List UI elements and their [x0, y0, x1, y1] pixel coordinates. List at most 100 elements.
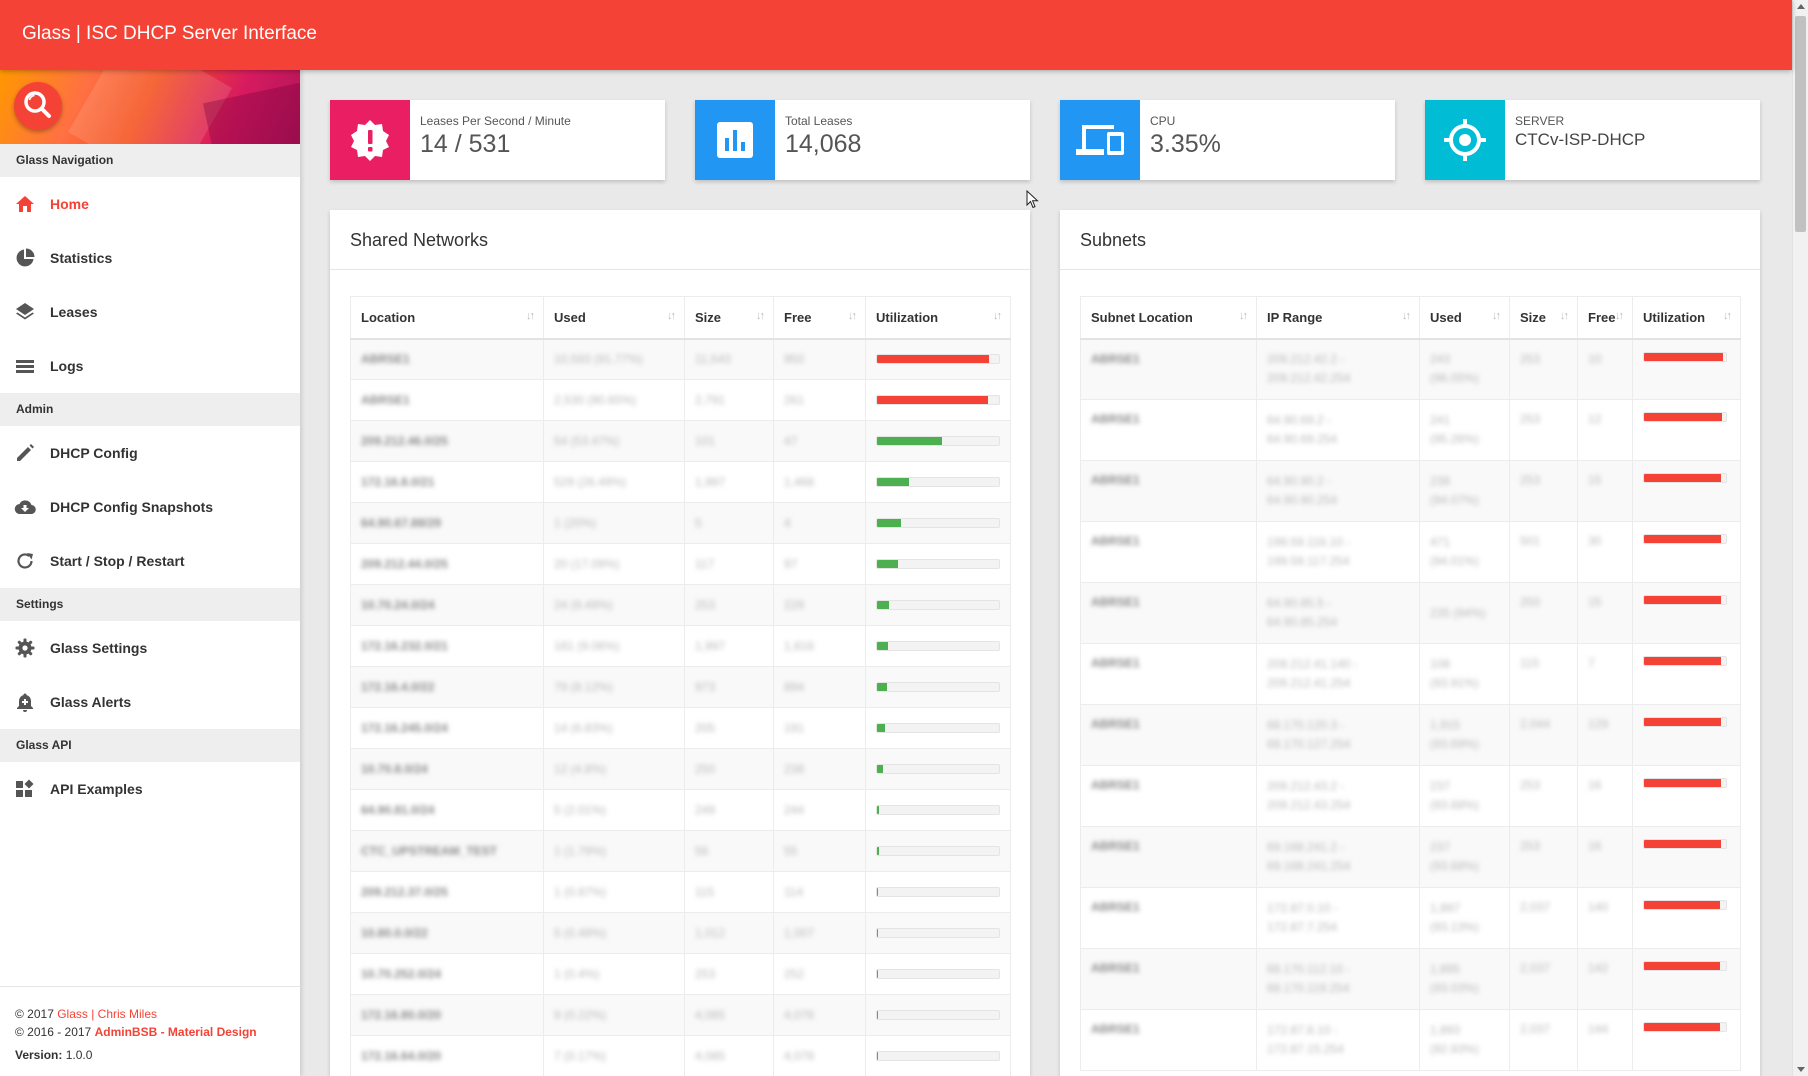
glass-author-link[interactable]: Glass | Chris Miles: [57, 1007, 158, 1021]
table-row[interactable]: 10.70.8.0/24 12 (4.8%) 250 238: [350, 748, 1011, 790]
sort-icon[interactable]: ↓↑: [1615, 310, 1624, 322]
table-row[interactable]: ABRSE1 209.212.41.140 - 209.212.41.254 108 (…: [1080, 643, 1741, 705]
utilization-bar-fill: [877, 519, 902, 527]
free-cell-value: 97: [784, 557, 798, 571]
scroll-up-arrow[interactable]: [1797, 4, 1805, 9]
table-row[interactable]: 10.70.24.0/24 24 (9.49%) 253 229: [350, 584, 1011, 626]
column-header[interactable]: Subnet Location ↓↑: [1080, 296, 1257, 340]
free-cell-value: 261: [784, 393, 805, 407]
free-cell-value: 238: [784, 762, 805, 776]
table-row[interactable]: 172.16.64.0/20 7 (0.17%) 4,085 4,078: [350, 1035, 1011, 1076]
utilization-bar: [1643, 961, 1727, 971]
sort-icon[interactable]: ↓↑: [667, 310, 676, 322]
column-header[interactable]: IP Range ↓↑: [1256, 296, 1420, 340]
table-row[interactable]: ABRSE1 64.90.69.2 - 64.90.69.254 241 (95.26%…: [1080, 399, 1741, 461]
table-row[interactable]: ABRSE1 209.212.42.2 - 209.212.42.254 243 (96…: [1080, 338, 1741, 400]
sidebar-item-home[interactable]: Home: [0, 177, 300, 231]
sidebar-item-logs[interactable]: Logs: [0, 339, 300, 393]
used-cell-line-1: 1,897: [1430, 901, 1461, 915]
sort-icon[interactable]: ↓↑: [848, 310, 857, 322]
column-header-label: Subnet Location: [1091, 309, 1193, 325]
stat-label: SERVER: [1515, 114, 1565, 128]
size-cell-value: 253: [695, 598, 716, 612]
free-cell-value: 1,468: [784, 475, 815, 489]
search-logo-icon[interactable]: [14, 82, 62, 130]
scroll-down-arrow[interactable]: [1797, 1067, 1805, 1072]
sort-icon[interactable]: ↓↑: [526, 310, 535, 322]
sidebar-item-start-stop-restart[interactable]: Start / Stop / Restart: [0, 534, 300, 588]
column-header[interactable]: Utilization ↓↑: [865, 296, 1011, 340]
column-header[interactable]: Size ↓↑: [1509, 296, 1578, 340]
size-cell-value: 253: [1520, 412, 1541, 426]
column-header[interactable]: Used ↓↑: [543, 296, 685, 340]
sort-icon[interactable]: ↓↑: [1239, 310, 1248, 322]
table-row[interactable]: 10.70.252.0/24 1 (0.4%) 253 252: [350, 953, 1011, 995]
sidebar-item-statistics[interactable]: Statistics: [0, 231, 300, 285]
sort-icon[interactable]: ↓↑: [1492, 310, 1501, 322]
adminbsb-link[interactable]: AdminBSB - Material Design: [94, 1025, 257, 1039]
sidebar-item-api-examples[interactable]: API Examples: [0, 762, 300, 816]
table-row[interactable]: 64.90.81.0/24 5 (2.01%) 249 244: [350, 789, 1011, 831]
free-cell-value: 252: [784, 967, 805, 981]
subnets-card: Subnets Subnet Location ↓↑ IP Range ↓↑ Used ↓…: [1060, 210, 1760, 1076]
table-row[interactable]: 172.16.80.0/20 9 (0.22%) 4,085 4,076: [350, 994, 1011, 1036]
free-cell: 16: [1577, 765, 1633, 827]
table-row[interactable]: 10.80.0.0/22 5 (0.49%) 1,012 1,007: [350, 912, 1011, 954]
sort-icon[interactable]: ↓↑: [1560, 310, 1569, 322]
sidebar-item-dhcp-config[interactable]: DHCP Config: [0, 426, 300, 480]
free-cell: 238: [773, 748, 866, 790]
table-row[interactable]: ABRSE1 64.90.85.5 - 64.90.85.254 235 (94%) 2…: [1080, 582, 1741, 644]
size-cell-value: 115: [1520, 656, 1540, 670]
table-row[interactable]: 209.212.44.0/25 20 (17.09%) 117 97: [350, 543, 1011, 585]
sort-icon[interactable]: ↓↑: [1402, 310, 1411, 322]
column-header-label: IP Range: [1267, 309, 1323, 325]
sort-icon[interactable]: ↓↑: [756, 310, 765, 322]
table-row[interactable]: 172.16.4.0/22 79 (8.12%) 973 894: [350, 666, 1011, 708]
table-row[interactable]: ABRSE1 69.168.241.2 - 69.168.241.254 237 (93…: [1080, 826, 1741, 888]
free-cell: 1,816: [773, 625, 866, 667]
table-row[interactable]: 209.212.37.0/25 1 (0.87%) 115 114: [350, 871, 1011, 913]
table-row[interactable]: CTC_UPSTREAM_TEST 1 (1.79%) 56 55: [350, 830, 1011, 872]
utilization-bar-fill: [1644, 657, 1721, 665]
column-header[interactable]: Used ↓↑: [1419, 296, 1510, 340]
column-header[interactable]: Location ↓↑: [350, 296, 544, 340]
column-header[interactable]: Utilization ↓↑: [1632, 296, 1741, 340]
page-scrollbar[interactable]: [1792, 0, 1808, 1076]
column-header[interactable]: Free ↓↑: [1577, 296, 1633, 340]
table-row[interactable]: ABRSE1 172.87.0.10 - 172.87.7.254 1,897 (93.…: [1080, 887, 1741, 949]
free-cell: 7: [1577, 643, 1633, 705]
used-cell-value: 2,530 (90.65%): [554, 393, 637, 407]
sort-icon[interactable]: ↓↑: [993, 310, 1002, 322]
sidebar-item-glass-alerts[interactable]: Glass Alerts: [0, 675, 300, 729]
table-row[interactable]: ABRSE1 172.87.8.10 - 172.87.15.254 1,893 (92…: [1080, 1009, 1741, 1071]
ip-range-cell: 64.90.90.2 - 64.90.90.254: [1256, 460, 1420, 522]
sidebar-item-dhcp-config-snapshots[interactable]: DHCP Config Snapshots: [0, 480, 300, 534]
table-row[interactable]: 172.16.8.0/21 529 (26.49%) 1,997 1,468: [350, 461, 1011, 503]
table-row[interactable]: ABRSE1 209.212.43.2 - 209.212.43.254 237 (93…: [1080, 765, 1741, 827]
column-header[interactable]: Free ↓↑: [773, 296, 866, 340]
used-cell-value: 14 (6.83%): [554, 721, 613, 735]
table-row[interactable]: ABRSE1 10,593 (91.77%) 11,543 950: [350, 338, 1011, 380]
stat-box-server: SERVER CTCv-ISP-DHCP: [1425, 100, 1760, 180]
sort-icon[interactable]: ↓↑: [1723, 310, 1732, 322]
table-row[interactable]: 209.212.46.0/25 54 (53.47%) 101 47: [350, 420, 1011, 462]
app-title[interactable]: Glass | ISC DHCP Server Interface: [22, 23, 317, 44]
used-cell: 7 (0.17%): [543, 1035, 685, 1076]
size-cell: 250: [1509, 582, 1578, 644]
scroll-thumb[interactable]: [1795, 16, 1806, 232]
utilization-cell: [1632, 460, 1741, 522]
free-cell: 144: [1577, 1009, 1633, 1071]
used-cell: 2,530 (90.65%): [543, 379, 685, 421]
table-row[interactable]: ABRSE1 64.90.90.2 - 64.90.90.254 238 (94.07%…: [1080, 460, 1741, 522]
table-row[interactable]: 172.16.245.0/24 14 (6.83%) 205 191: [350, 707, 1011, 749]
free-cell-value: 142: [1588, 961, 1609, 975]
sidebar-item-glass-settings[interactable]: Glass Settings: [0, 621, 300, 675]
table-row[interactable]: ABRSE1 2,530 (90.65%) 2,791 261: [350, 379, 1011, 421]
table-row[interactable]: ABRSE1 68.170.112.10 - 68.170.119.254 1,895…: [1080, 948, 1741, 1010]
column-header[interactable]: Size ↓↑: [684, 296, 774, 340]
table-row[interactable]: 172.16.232.0/21 181 (9.06%) 1,997 1,816: [350, 625, 1011, 667]
sidebar-item-leases[interactable]: Leases: [0, 285, 300, 339]
table-row[interactable]: ABRSE1 68.170.120.3 - 68.170.127.254 1,915 (…: [1080, 704, 1741, 766]
table-row[interactable]: ABRSE1 199.59.116.10 - 199.59.117.254 471 (9…: [1080, 521, 1741, 583]
table-row[interactable]: 64.90.67.88/29 1 (20%) 5 4: [350, 502, 1011, 544]
